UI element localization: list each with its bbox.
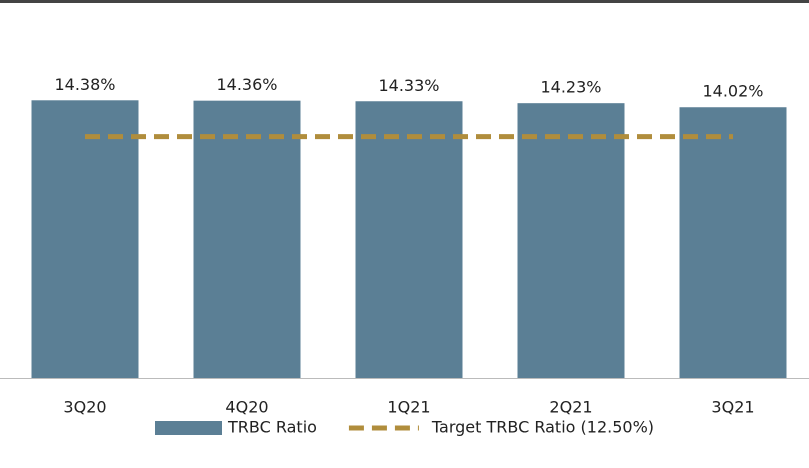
legend-label: TRBC Ratio bbox=[227, 418, 317, 437]
data-label: 14.02% bbox=[702, 82, 763, 101]
bar bbox=[193, 100, 301, 379]
legend-swatch bbox=[155, 421, 222, 435]
x-tick-label: 1Q21 bbox=[387, 398, 430, 417]
x-tick-label: 2Q21 bbox=[549, 398, 592, 417]
bar bbox=[355, 101, 463, 378]
data-label: 14.38% bbox=[54, 75, 115, 94]
x-tick-label: 3Q21 bbox=[711, 398, 754, 417]
bar bbox=[517, 103, 625, 378]
bar bbox=[31, 100, 139, 378]
bar bbox=[679, 107, 787, 379]
data-label: 14.33% bbox=[378, 76, 439, 95]
x-tick-label: 4Q20 bbox=[225, 398, 268, 417]
top-border bbox=[0, 0, 809, 3]
legend-label: Target TRBC Ratio (12.50%) bbox=[431, 418, 654, 437]
x-tick-label: 3Q20 bbox=[63, 398, 106, 417]
data-label: 14.23% bbox=[540, 78, 601, 97]
data-label: 14.36% bbox=[216, 75, 277, 94]
